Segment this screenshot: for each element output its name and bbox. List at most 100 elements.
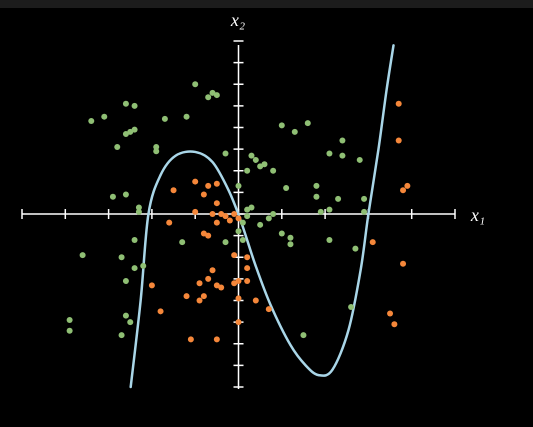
point [339,152,346,159]
point [291,128,298,135]
point [205,94,212,101]
point [179,239,186,246]
point [248,152,255,159]
point [153,143,160,150]
point [326,206,333,213]
point [326,150,333,157]
point [235,215,242,222]
point [395,100,402,107]
point [235,228,242,235]
point [200,191,207,198]
point [183,293,190,300]
point [283,185,290,192]
point [239,236,246,243]
point [287,241,294,248]
point [218,284,225,291]
point [161,115,168,122]
point [131,126,138,133]
point [304,120,311,127]
point [348,303,355,310]
point [235,319,242,326]
point [157,308,164,315]
point [326,236,333,243]
point [313,193,320,200]
point [265,215,272,222]
point [213,180,220,187]
point [387,310,394,317]
point [287,234,294,241]
point [183,113,190,120]
point [244,254,251,261]
point [231,280,238,287]
point [170,187,177,194]
point [257,221,264,228]
point [192,208,199,215]
point [222,150,229,157]
point [135,208,142,215]
point [209,267,216,274]
point [187,336,194,343]
point [248,204,255,211]
point [265,306,272,313]
point [114,143,121,150]
point [131,236,138,243]
point [122,278,129,285]
point [192,81,199,88]
point [66,327,73,334]
point [317,208,324,215]
point [270,211,277,217]
point [391,321,398,328]
point [222,213,229,220]
point [131,102,138,109]
x-axis-label: x₁ [470,205,485,225]
point [118,332,125,339]
marks [66,44,411,389]
point [213,219,220,226]
point [231,211,238,217]
point [131,265,138,272]
curve [129,44,395,389]
point [404,182,411,189]
point [213,92,220,99]
point [200,293,207,300]
point [335,195,342,202]
point [400,187,407,194]
point [205,275,212,282]
point [205,182,212,189]
point [244,265,251,272]
point [400,260,407,267]
point [153,148,160,155]
point [196,297,203,304]
point [140,262,147,269]
point [361,208,368,215]
point [109,193,116,200]
point [122,130,129,137]
point [261,161,268,168]
point [244,167,251,174]
point [278,122,285,129]
point [101,113,108,120]
point [239,219,246,226]
point [235,295,242,302]
point [79,252,86,259]
point [235,182,242,189]
point [127,319,134,326]
y-axis-label: x₂ [230,10,245,30]
point [226,217,233,224]
point [339,137,346,144]
point [369,239,376,246]
point [88,118,95,125]
point [361,195,368,202]
point [122,100,129,107]
point [192,178,199,185]
point [122,312,129,319]
point [135,204,142,211]
point [252,156,259,163]
point [395,137,402,144]
point [244,213,251,220]
point [205,232,212,239]
point [222,239,229,246]
point [196,280,203,287]
